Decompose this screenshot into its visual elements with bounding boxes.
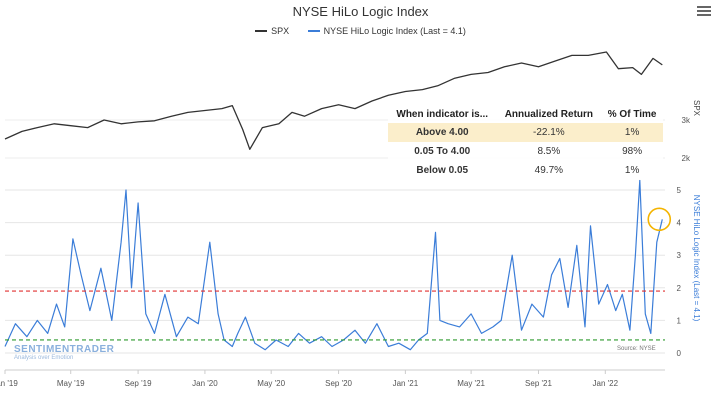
legend-label-hilo: NYSE HiLo Logic Index (Last = 4.1) xyxy=(323,26,466,36)
stats-row-label: 0.05 To 4.00 xyxy=(414,146,471,157)
spx-axis-title: SPX xyxy=(692,100,701,117)
stats-row-pct: 1% xyxy=(624,165,640,176)
spx-tick-label: 3k xyxy=(682,116,691,125)
legend-swatch-spx xyxy=(255,30,268,32)
stats-header-condition: When indicator is... xyxy=(396,109,489,120)
stats-header-row: When indicator is... Annualized Return %… xyxy=(388,106,663,123)
logo-name: SENTIMENTRADER xyxy=(14,344,115,355)
x-tick-label: Sep '19 xyxy=(125,379,152,388)
hamburger-menu-icon[interactable] xyxy=(697,4,711,18)
source-note: Source: NYSE xyxy=(617,346,656,352)
x-tick-label: May '20 xyxy=(257,379,285,388)
stats-row-return: 8.5% xyxy=(537,146,561,157)
x-tick-label: Sep '21 xyxy=(525,379,552,388)
stats-row-return: -22.1% xyxy=(496,123,602,142)
last-value-highlight-circle xyxy=(647,207,672,232)
hilo-axis-title: NYSE HiLo Logic Index (Last = 4.1) xyxy=(692,195,701,322)
spx-tick-label: 2k xyxy=(682,154,691,163)
stats-row-return: 49.7% xyxy=(534,165,564,176)
hilo-tick-label: 0 xyxy=(677,349,682,358)
spx-line xyxy=(4,51,663,150)
stats-table: When indicator is... Annualized Return %… xyxy=(388,106,663,180)
x-tick-label: Jan '22 xyxy=(593,379,619,388)
sentimentrader-logo: SENTIMENTRADER Analysis over Emotion xyxy=(14,344,114,361)
stats-row-label: Below 0.05 xyxy=(416,165,469,176)
stats-row-above: Above 4.00 -22.1% 1% xyxy=(388,123,663,142)
hilo-tick-label: 1 xyxy=(677,316,682,325)
hilo-tick-label: 3 xyxy=(677,251,682,260)
hilo-tick-label: 4 xyxy=(677,219,682,228)
legend-item-hilo[interactable]: NYSE HiLo Logic Index (Last = 4.1) xyxy=(307,26,466,36)
stats-header-return: Annualized Return xyxy=(504,109,594,120)
logo-tagline: Analysis over Emotion xyxy=(14,355,74,361)
x-tick-label: Jan '19 xyxy=(0,379,18,388)
x-tick-label: Jan '20 xyxy=(192,379,218,388)
stats-row-label: Above 4.00 xyxy=(388,123,497,142)
x-tick-label: Sep '20 xyxy=(325,379,352,388)
stats-row-below: Below 0.05 49.7% 1% xyxy=(388,161,663,180)
x-tick-label: May '21 xyxy=(457,379,485,388)
hilo-tick-label: 5 xyxy=(677,186,682,195)
stats-header-time: % Of Time xyxy=(607,109,657,120)
legend: SPX NYSE HiLo Logic Index (Last = 4.1) xyxy=(0,24,721,36)
legend-item-spx[interactable]: SPX xyxy=(255,26,289,36)
hilo-line xyxy=(4,179,663,351)
hilo-tick-label: 2 xyxy=(677,284,682,293)
stats-row-pct: 1% xyxy=(601,123,663,142)
stats-row-middle: 0.05 To 4.00 8.5% 98% xyxy=(388,142,663,161)
x-tick-label: Jan '21 xyxy=(393,379,419,388)
legend-label-spx: SPX xyxy=(271,26,290,36)
chart-title: NYSE HiLo Logic Index xyxy=(292,4,429,19)
x-tick-label: May '19 xyxy=(57,379,85,388)
stats-row-pct: 98% xyxy=(622,146,643,157)
legend-swatch-hilo xyxy=(307,30,320,32)
